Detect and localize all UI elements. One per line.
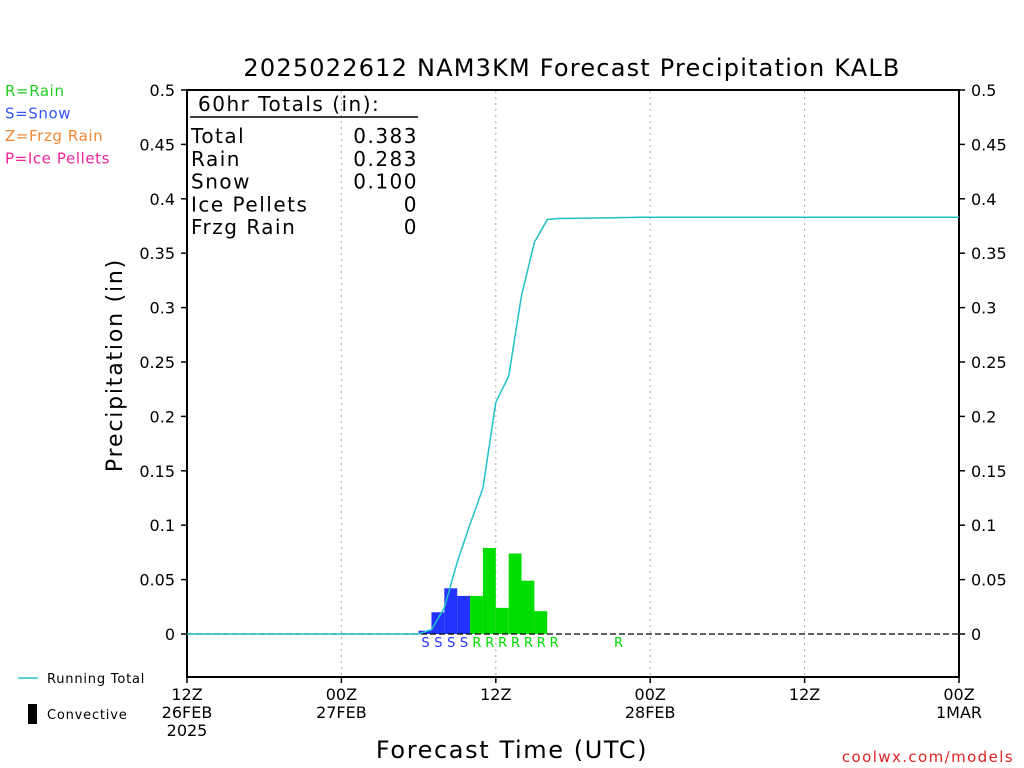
x-tick-label: 28FEB (625, 703, 676, 722)
precip-bars (418, 548, 548, 634)
totals-label: Snow (191, 170, 251, 194)
precip-type-legend: R=Rain S=Snow Z=Frzg Rain P=Ice Pellets (5, 82, 110, 168)
y-tick-label: 0.25 (139, 353, 175, 372)
y-tick-label: 0.15 (139, 462, 175, 481)
type-legend-item: R=Rain (5, 82, 65, 100)
totals-label: Rain (191, 147, 241, 171)
type-marker: R (524, 636, 533, 651)
rain-bar (521, 580, 535, 634)
y-tick-label: 0.4 (150, 190, 175, 209)
snow-bar (431, 612, 445, 634)
x-tick-label: 1MAR (936, 703, 982, 722)
rain-bar (508, 553, 522, 634)
totals-value: 0.383 (353, 124, 418, 148)
running-total-line (187, 216, 959, 635)
type-marker: S (421, 636, 429, 651)
x-tick-label: 12Z (789, 685, 820, 704)
convective-legend-swatch (28, 704, 37, 724)
x-tick-label: 12Z (480, 685, 511, 704)
type-marker: R (472, 636, 481, 651)
y-tick-label-right: 0 (971, 625, 981, 644)
y-tick-label-right: 0.3 (971, 299, 996, 318)
type-marker: R (498, 636, 507, 651)
rain-bar (482, 548, 496, 634)
y-tick-label: 0.35 (139, 244, 175, 263)
x-tick-label: 00Z (635, 685, 666, 704)
totals-value: 0.100 (353, 170, 418, 194)
x-tick-label: 26FEB (162, 703, 213, 722)
running-total-series (187, 216, 959, 635)
y-tick-label: 0.1 (150, 516, 175, 535)
y-axis-label: Precipitation (in) (103, 258, 128, 472)
y-tick-label: 0.5 (150, 81, 175, 100)
y-tick-label-right: 0.45 (971, 135, 1007, 154)
y-tick-label-right: 0.35 (971, 244, 1007, 263)
snow-bar (457, 595, 471, 634)
y-tick-label-right: 0.5 (971, 81, 996, 100)
y-axis-ticks: 0 00.05 0.050.1 0.10.15 0.150.2 0.20.25 0.250.… (139, 81, 1006, 644)
y-tick-label: 0.05 (139, 571, 175, 590)
x-tick-label: 2025 (167, 721, 208, 740)
type-marker: R (511, 636, 520, 651)
totals-label: Ice Pellets (191, 192, 308, 216)
y-tick-label: 0.2 (150, 407, 175, 426)
rain-bar (534, 611, 548, 634)
y-tick-label-right: 0.4 (971, 190, 996, 209)
x-tick-label: 27FEB (316, 703, 367, 722)
y-tick-label-right: 0.15 (971, 462, 1007, 481)
type-legend-item: Z=Frzg Rain (5, 127, 103, 145)
totals-label: Total (190, 124, 245, 148)
series-legend: Running Total Convective (18, 672, 145, 724)
type-legend-item: P=Ice Pellets (5, 150, 110, 168)
series-legend-label: Convective (47, 708, 128, 723)
rain-bar (470, 595, 483, 634)
totals-value: 0 (404, 215, 418, 239)
totals-label: Frzg Rain (191, 215, 296, 239)
x-tick-label: 00Z (943, 685, 974, 704)
type-marker: R (550, 636, 559, 651)
totals-box: 60hr Totals (in): Total 0.383 Rain 0.283 Snow… (190, 92, 418, 239)
type-marker: S (434, 636, 442, 651)
y-tick-label-right: 0.05 (971, 571, 1007, 590)
y-tick-label-right: 0.1 (971, 516, 996, 535)
type-marker: S (447, 636, 455, 651)
y-tick-label: 0.3 (150, 299, 175, 318)
credit-text: coolwx.com/models (842, 748, 1014, 766)
x-tick-label: 12Z (171, 685, 202, 704)
type-legend-item: S=Snow (5, 105, 71, 123)
snow-bar (444, 588, 458, 634)
y-tick-label-right: 0.2 (971, 407, 996, 426)
type-marker: R (614, 636, 623, 651)
series-legend-label: Running Total (47, 672, 145, 687)
chart-title: 2025022612 NAM3KM Forecast Precipitation… (243, 54, 900, 82)
type-marker: S (460, 636, 468, 651)
plot-frame (186, 89, 960, 678)
rain-bar (495, 607, 509, 634)
totals-value: 0 (404, 192, 418, 216)
x-axis-label: Forecast Time (UTC) (376, 736, 648, 764)
y-tick-label: 0 (165, 625, 175, 644)
totals-header: 60hr Totals (in): (198, 92, 380, 116)
type-marker: R (485, 636, 494, 651)
type-marker: R (537, 636, 546, 651)
y-tick-label: 0.45 (139, 135, 175, 154)
y-tick-label-right: 0.25 (971, 353, 1007, 372)
x-tick-label: 00Z (326, 685, 357, 704)
totals-value: 0.283 (353, 147, 418, 171)
